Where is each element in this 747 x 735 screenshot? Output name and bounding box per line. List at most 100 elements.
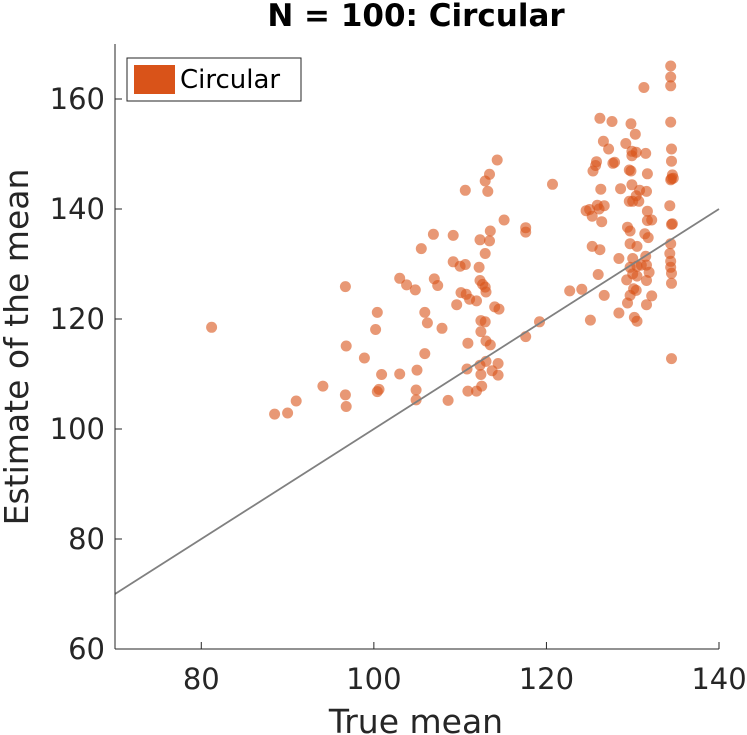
data-point: [598, 200, 610, 212]
data-point: [339, 281, 351, 293]
x-tick-label: 80: [183, 662, 220, 696]
data-point: [340, 340, 352, 352]
legend: Circular: [126, 57, 302, 102]
data-point: [592, 269, 604, 280]
data-point: [410, 394, 422, 406]
data-point: [484, 339, 496, 351]
data-point: [666, 143, 677, 155]
data-point: [282, 407, 294, 419]
data-point: [493, 303, 505, 315]
x-tick-labels: 80 100 120 140: [183, 662, 747, 696]
data-point: [492, 369, 504, 381]
axes: [114, 44, 720, 650]
data-point: [371, 386, 383, 398]
data-point: [613, 253, 625, 264]
data-point: [638, 82, 650, 93]
legend-label: Circular: [180, 65, 280, 95]
data-point: [290, 395, 302, 407]
data-point: [665, 116, 677, 128]
data-point: [520, 226, 532, 238]
data-point: [596, 216, 608, 228]
x-tick-label: 140: [691, 662, 746, 696]
data-point: [459, 259, 471, 270]
data-point: [609, 156, 621, 168]
data-point: [475, 326, 487, 338]
data-point: [547, 178, 558, 190]
data-point: [665, 71, 677, 83]
y-tick-labels: 60 80 100 120 140 160: [50, 82, 105, 666]
data-point: [473, 261, 485, 273]
data-point: [482, 185, 494, 197]
y-tick-label: 120: [50, 302, 105, 336]
data-point: [666, 277, 677, 289]
data-point: [436, 322, 448, 334]
data-point: [641, 299, 652, 311]
data-point: [427, 228, 439, 240]
data-point: [415, 243, 427, 255]
data-point: [630, 284, 642, 296]
data-point: [419, 348, 431, 360]
data-point: [594, 244, 606, 256]
data-point: [432, 280, 444, 291]
data-point: [394, 368, 406, 380]
data-point: [576, 283, 588, 295]
data-point: [666, 155, 677, 167]
data-point: [584, 314, 596, 326]
data-point: [631, 270, 643, 282]
data-point: [451, 299, 463, 311]
data-point: [643, 266, 655, 278]
reference-line-layer: [114, 208, 720, 595]
data-point: [447, 229, 459, 241]
data-point: [624, 225, 636, 237]
data-point: [479, 248, 491, 259]
y-tick-label: 80: [68, 522, 105, 556]
data-point: [642, 232, 654, 244]
y-tick-label: 160: [50, 82, 105, 116]
data-point: [564, 285, 576, 297]
data-point: [625, 165, 637, 177]
data-point: [491, 154, 503, 166]
data-point: [206, 321, 218, 333]
data-point: [615, 183, 627, 195]
data-point: [626, 179, 638, 191]
data-point: [475, 369, 487, 380]
data-point: [376, 369, 388, 380]
data-point: [606, 116, 618, 127]
data-point: [629, 128, 641, 140]
data-point: [479, 316, 491, 328]
data-point: [492, 358, 504, 369]
data-point: [646, 290, 658, 302]
data-point: [620, 138, 632, 149]
data-point: [667, 172, 679, 184]
data-point: [317, 380, 329, 392]
data-point: [421, 317, 433, 329]
data-point: [597, 135, 609, 147]
data-point: [641, 168, 653, 180]
x-axis-label: True mean: [328, 702, 503, 735]
chart-title: N = 100: Circular: [267, 0, 565, 34]
data-point: [595, 183, 607, 195]
data-point: [442, 394, 454, 406]
data-point: [594, 112, 606, 124]
y-tick-label: 100: [50, 412, 105, 446]
x-tick-label: 120: [519, 662, 574, 696]
data-point: [419, 306, 431, 318]
y-axis-label: Estimate of the mean: [0, 169, 36, 526]
x-tick-label: 100: [346, 662, 401, 696]
y-tick-label: 140: [50, 192, 105, 226]
data-point: [666, 267, 677, 279]
data-point: [664, 200, 676, 212]
data-point: [631, 315, 643, 327]
data-point: [484, 168, 495, 180]
data-point: [665, 60, 677, 72]
data-point: [598, 289, 610, 301]
data-point: [358, 352, 370, 364]
data-point: [401, 279, 413, 291]
data-point: [591, 156, 602, 168]
y-tick-label: 60: [68, 632, 105, 666]
data-point: [603, 143, 615, 155]
data-point: [370, 324, 382, 335]
data-point: [459, 184, 471, 196]
